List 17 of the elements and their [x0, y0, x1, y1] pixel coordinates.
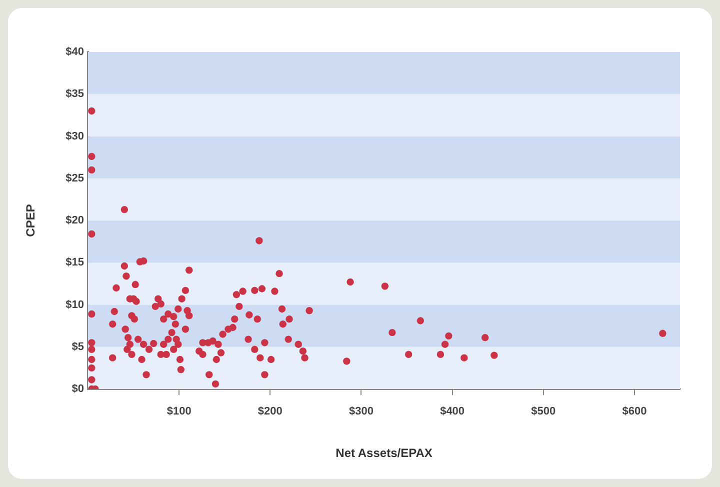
y-tick-label: $10: [66, 298, 84, 311]
x-tick-label: $500: [531, 406, 556, 418]
y-tick-label: $0: [72, 383, 84, 396]
y-tick-label: $5: [72, 340, 84, 353]
x-tick-label: $400: [440, 406, 465, 418]
x-tick-label: $600: [622, 406, 647, 418]
x-tick-label: $300: [348, 406, 374, 418]
y-tick-label: $40: [66, 46, 84, 58]
x-tick-label: $200: [258, 406, 282, 418]
y-tick-label: $35: [66, 88, 84, 100]
y-tick-label: $15: [66, 256, 84, 269]
y-axis-title: CPEP: [24, 204, 38, 237]
x-axis-title: Net Assets/EPAX: [336, 446, 432, 460]
y-tick-label: $20: [66, 214, 84, 227]
x-tick-label: $100: [166, 406, 192, 418]
y-tick-label: $30: [66, 130, 84, 142]
y-tick-label: $25: [66, 172, 84, 184]
